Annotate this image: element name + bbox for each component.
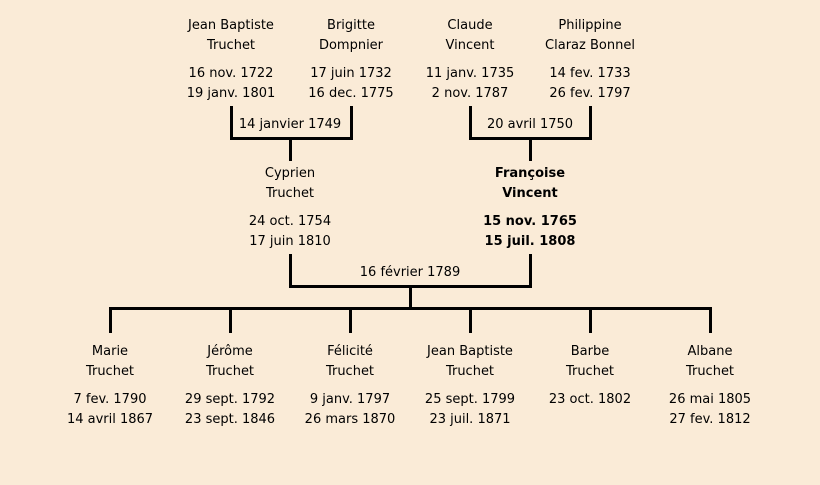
marriage-date-truchet-dompnier: 14 janvier 1749	[238, 117, 342, 132]
person-name-line2: Claraz Bonnel	[545, 38, 635, 53]
person-birth-date: 9 janv. 1797	[309, 392, 391, 407]
line-cyprien-drop	[289, 254, 292, 288]
line-child-jerome-drop	[229, 307, 232, 333]
person-cyprien-truchet: Cyprien Truchet 24 oct. 1754 17 juin 181…	[210, 164, 370, 252]
line-child-jean-baptiste-drop	[469, 307, 472, 333]
person-death-date: 23 juil. 1871	[429, 412, 511, 427]
person-philippine-claraz-bonnel: Philippine Claraz Bonnel 14 fev. 1733 26…	[510, 16, 670, 104]
person-name-line1: Philippine	[558, 18, 622, 33]
person-death-date: 14 avril 1867	[66, 412, 154, 427]
person-name-line1: Françoise	[494, 166, 566, 181]
person-felicite-truchet: Félicité Truchet 9 janv. 1797 26 mars 18…	[270, 342, 430, 430]
person-name-line1: Jérôme	[207, 344, 253, 359]
person-birth-date: 14 fev. 1733	[549, 66, 631, 81]
person-name-line2: Vincent	[502, 186, 558, 201]
person-birth-date: 16 nov. 1722	[188, 66, 274, 81]
person-brigitte-dompnier: Brigitte Dompnier 17 juin 1732 16 dec. 1…	[271, 16, 431, 104]
person-birth-date: 15 nov. 1765	[483, 214, 577, 229]
marriage-date-vincent-claraz: 20 avril 1750	[486, 117, 574, 132]
person-birth-date: 24 oct. 1754	[248, 214, 332, 229]
person-barbe-truchet: Barbe Truchet 23 oct. 1802	[510, 342, 670, 430]
person-name-line2: Dompnier	[318, 38, 384, 53]
person-death-date: 17 juin 1810	[249, 234, 331, 249]
line-couple1-child-drop	[289, 138, 292, 161]
person-death-date: 16 dec. 1775	[308, 86, 394, 101]
person-birth-date: 29 sept. 1792	[184, 392, 276, 407]
person-birth-date: 17 juin 1732	[310, 66, 392, 81]
person-name-line1: Brigitte	[327, 18, 375, 33]
spacer	[210, 204, 370, 212]
person-birth-date: 7 fev. 1790	[73, 392, 147, 407]
person-birth-date: 25 sept. 1799	[424, 392, 516, 407]
person-death-date: 26 fev. 1797	[549, 86, 631, 101]
person-name-line2: Truchet	[265, 186, 315, 201]
person-death-date: 15 juil. 1808	[484, 234, 576, 249]
line-child-barbe-drop	[589, 307, 592, 333]
line-child-albane-drop	[709, 307, 712, 333]
person-name-line2: Truchet	[565, 364, 615, 379]
person-name-line1: Marie	[91, 344, 129, 359]
person-birth-date: 23 oct. 1802	[548, 392, 632, 407]
person-birth-date: 26 mai 1805	[668, 392, 752, 407]
person-name-line1: Albane	[687, 344, 733, 359]
person-jean-baptiste-truchet-son: Jean Baptiste Truchet 25 sept. 1799 23 j…	[390, 342, 550, 430]
person-death-date: 23 sept. 1846	[184, 412, 276, 427]
person-albane-truchet: Albane Truchet 26 mai 1805 27 fev. 1812	[630, 342, 790, 430]
line-jean-baptiste-drop	[230, 106, 233, 140]
person-name-line2: Truchet	[85, 364, 135, 379]
person-francoise-vincent: Françoise Vincent 15 nov. 1765 15 juil. …	[450, 164, 610, 252]
line-francoise-drop	[529, 254, 532, 288]
person-name-line2: Truchet	[325, 364, 375, 379]
person-name-line1: Félicité	[327, 344, 373, 359]
person-marie-truchet: Marie Truchet 7 fev. 1790 14 avril 1867	[30, 342, 190, 430]
person-jerome-truchet: Jérôme Truchet 29 sept. 1792 23 sept. 18…	[150, 342, 310, 430]
person-name-line2: Truchet	[206, 38, 256, 53]
spacer	[630, 382, 790, 390]
line-couple2-child-drop	[529, 138, 532, 161]
person-name-line2: Truchet	[445, 364, 495, 379]
person-name-line1: Claude	[447, 18, 493, 33]
person-death-date: 26 mars 1870	[304, 412, 396, 427]
person-name-line1: Barbe	[570, 344, 610, 359]
person-birth-date: 11 janv. 1735	[425, 66, 515, 81]
person-name-line2: Truchet	[685, 364, 735, 379]
person-name-line1: Jean Baptiste	[188, 18, 274, 33]
person-name-line2: Vincent	[445, 38, 495, 53]
spacer	[510, 56, 670, 64]
person-name-line1: Cyprien	[264, 166, 316, 181]
line-brigitte-drop	[350, 106, 353, 140]
line-children-bar	[109, 307, 712, 310]
person-jean-baptiste-truchet-grandfather: Jean Baptiste Truchet 16 nov. 1722 19 ja…	[151, 16, 311, 104]
person-death-date: 19 janv. 1801	[186, 86, 276, 101]
line-child-felicite-drop	[349, 307, 352, 333]
person-name-line1: Jean Baptiste	[427, 344, 513, 359]
line-couple3-children-drop	[409, 286, 412, 309]
line-philippine-drop	[589, 106, 592, 140]
line-claude-drop	[469, 106, 472, 140]
person-death-date: 2 nov. 1787	[431, 86, 509, 101]
marriage-date-truchet-vincent: 16 février 1789	[359, 265, 461, 280]
person-name-line2: Truchet	[205, 364, 255, 379]
person-death-date: 27 fev. 1812	[669, 412, 751, 427]
spacer	[450, 204, 610, 212]
line-child-marie-drop	[109, 307, 112, 333]
person-claude-vincent: Claude Vincent 11 janv. 1735 2 nov. 1787	[390, 16, 550, 104]
